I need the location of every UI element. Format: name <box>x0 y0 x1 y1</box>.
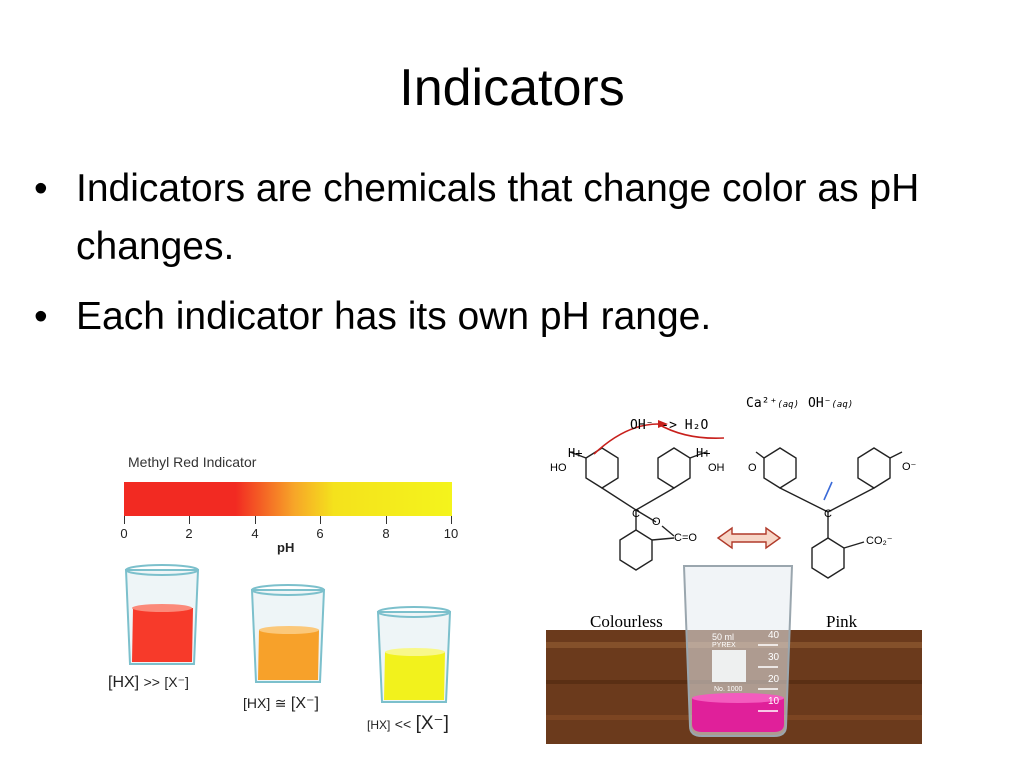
calcium-ion: Ca²⁺(aq) <box>746 396 799 411</box>
beaker-volume: 50 ml <box>712 632 735 642</box>
phenolphthalein-figure: Ca²⁺(aq) OH⁻(aq) OH⁻ -> H₂O H+ H+ HO OH … <box>546 380 922 744</box>
hydroxide-ion: OH⁻(aq) <box>808 396 854 411</box>
beaker-number: No. 1000 <box>714 686 743 693</box>
beaker-red <box>124 564 200 665</box>
h-plus-right: H+ <box>696 446 711 460</box>
beaker-label: [HX] >> [X⁻] <box>108 674 189 692</box>
scale-tick-label: 6 <box>316 526 324 541</box>
ph-axis-label: pH <box>277 540 295 555</box>
scale-tick-label: 10 <box>443 526 459 541</box>
pink-label: Pink <box>826 612 858 631</box>
phenolate-label: O⁻ <box>902 461 917 473</box>
x-label: [X⁻] <box>415 713 449 734</box>
scale-tick-label: 2 <box>185 526 193 541</box>
arrow-red <box>593 423 659 455</box>
slide-title: Indicators <box>399 59 625 117</box>
x-label: [X⁻] <box>164 674 189 690</box>
beaker-mark: 40 <box>768 630 780 641</box>
carbon-label: C <box>632 508 640 520</box>
beaker-brand: PYREX <box>712 642 736 649</box>
bullet-item: • Indicators are chemicals that change co… <box>34 160 994 276</box>
beaker-orange <box>250 584 326 683</box>
bullet-text: Indicators are chemicals that change col… <box>76 167 920 268</box>
scale-tick-label: 8 <box>382 526 390 541</box>
pink-structure <box>755 447 903 579</box>
bullet-item: • Each indicator has its own pH range. <box>34 288 994 346</box>
arrow-red <box>657 423 725 440</box>
equilibrium-arrow <box>716 526 782 550</box>
oxygen-label: O <box>652 516 661 528</box>
carbonyl-label: C=O <box>674 532 697 544</box>
bullet-list: • Indicators are chemicals that change co… <box>34 160 994 358</box>
blue-arrow <box>823 481 833 501</box>
scale-tick-label: 4 <box>251 526 259 541</box>
ph-color-scale <box>124 482 452 516</box>
reaction-text: OH⁻ -> H₂O <box>630 418 709 433</box>
bullet-text: Each indicator has its own pH range. <box>76 295 712 338</box>
scale-tick <box>386 516 387 524</box>
oxygen-right-label: O <box>748 462 757 474</box>
hx-label: [HX] <box>367 718 391 732</box>
colourless-label: Colourless <box>590 612 663 631</box>
x-label: [X⁻] <box>290 695 319 712</box>
scale-tick <box>189 516 190 524</box>
scale-tick <box>451 516 452 524</box>
beaker-mark: 10 <box>768 696 780 707</box>
hx-label: [HX] <box>108 674 140 691</box>
beaker-yellow <box>376 606 452 703</box>
beaker-label: [HX] << [X⁻] <box>367 712 449 735</box>
relation-symbol: >> <box>143 674 160 690</box>
oh-label: OH <box>708 462 725 474</box>
relation-symbol: ≅ <box>274 695 287 711</box>
carbon-right-label: C <box>824 508 832 520</box>
beaker-mark: 20 <box>768 674 780 685</box>
methyl-red-beakers <box>124 564 452 703</box>
scale-tick <box>320 516 321 524</box>
bullet-dot: • <box>34 167 48 210</box>
ho-label: HO <box>550 462 567 474</box>
hx-label: [HX] <box>243 695 271 711</box>
scale-tick-label: 0 <box>120 526 128 541</box>
beaker-label-patch <box>712 650 746 682</box>
bullet-dot: • <box>34 295 48 338</box>
carboxylate-label: CO₂⁻ <box>866 535 893 547</box>
beaker-mark: 30 <box>768 652 780 663</box>
relation-symbol: << <box>394 716 412 732</box>
glass-beaker <box>682 565 794 737</box>
scale-tick <box>124 516 125 524</box>
scale-tick <box>255 516 256 524</box>
h-plus-left: H+ <box>568 446 583 460</box>
beaker-label: [HX] ≅ [X⁻] <box>243 693 319 713</box>
methyl-red-title: Methyl Red Indicator <box>128 454 257 470</box>
phenolphthalein-diagram <box>546 420 922 744</box>
